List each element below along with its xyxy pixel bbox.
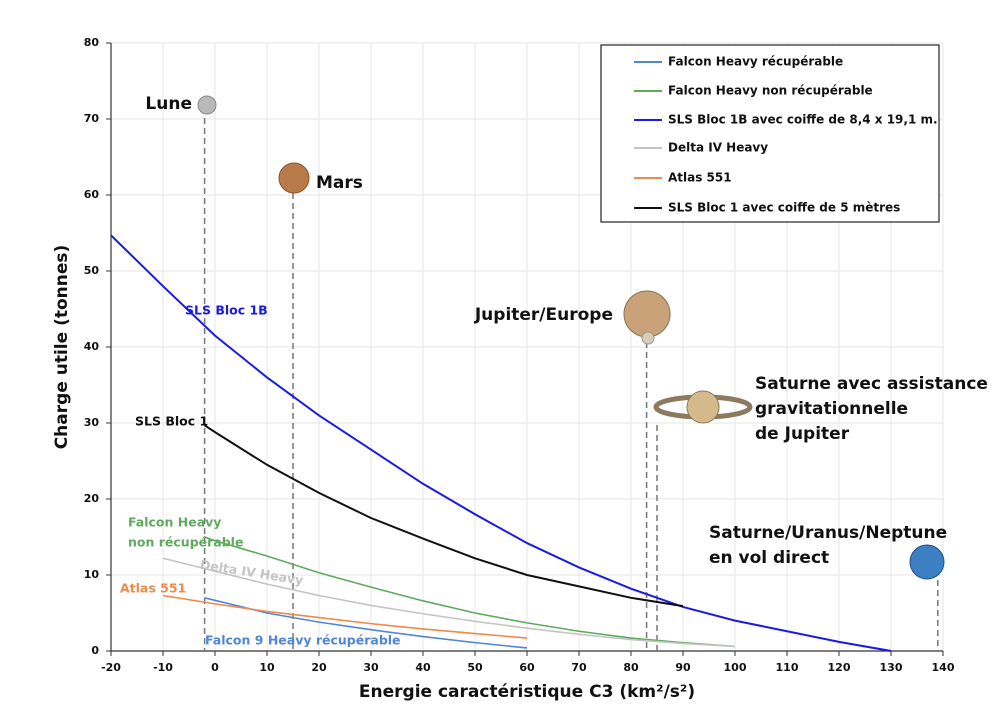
mars-icon <box>278 162 310 194</box>
y-tick-label: 60 <box>84 188 100 201</box>
series-annotation: Falcon Heavy <box>128 515 221 530</box>
y-tick-label: 10 <box>84 568 100 581</box>
destination-label: en vol direct <box>709 548 829 568</box>
x-tick-label: 100 <box>724 661 747 674</box>
series-annotation: Falcon 9 Heavy récupérable <box>205 633 401 648</box>
y-tick-label: 50 <box>84 264 100 277</box>
x-tick-label: 110 <box>776 661 799 674</box>
x-tick-label: 10 <box>259 661 275 674</box>
x-tick-label: 80 <box>623 661 639 674</box>
moon-icon <box>197 95 217 115</box>
series-line <box>204 597 528 649</box>
series-annotation: Atlas 551 <box>120 581 186 596</box>
legend-label: Falcon Heavy récupérable <box>668 55 843 69</box>
neptune-icon <box>909 544 945 580</box>
x-tick-label: 140 <box>932 661 955 674</box>
destination-label: de Jupiter <box>755 424 850 444</box>
destination-icon <box>278 162 310 194</box>
legend-box <box>600 44 940 223</box>
series-line <box>204 424 684 608</box>
y-tick-label: 0 <box>91 644 99 657</box>
destination-icon <box>197 95 217 115</box>
saturn-icon <box>686 390 720 424</box>
destination-label: Saturne/Uranus/Neptune <box>709 523 947 543</box>
destination-label: gravitationnelle <box>755 399 908 419</box>
y-tick-label: 80 <box>84 36 100 49</box>
series-line <box>162 557 736 648</box>
x-tick-label: 90 <box>675 661 691 674</box>
jupiter-icon <box>623 290 671 338</box>
y-tick-label: 30 <box>84 416 100 429</box>
destination-icon <box>653 390 753 424</box>
y-tick-label: 40 <box>84 340 100 353</box>
destination-icon <box>623 290 671 345</box>
x-tick-label: 50 <box>467 661 483 674</box>
destination-label: Lune <box>145 94 192 114</box>
x-tick-label: 70 <box>571 661 587 674</box>
series-annotation: SLS Bloc 1B <box>185 303 268 318</box>
x-tick-label: 130 <box>880 661 903 674</box>
x-axis-title: Energie caractéristique C3 (km²/s²) <box>359 682 695 702</box>
y-tick-label: 20 <box>84 492 100 505</box>
series-line <box>204 536 736 648</box>
y-axis-title: Charge utile (tonnes) <box>52 245 72 450</box>
destination-label: Saturne avec assistance <box>755 374 988 394</box>
x-tick-label: 60 <box>519 661 535 674</box>
x-tick-label: 120 <box>828 661 851 674</box>
series-annotation: SLS Bloc 1 <box>135 414 208 429</box>
destination-label: Jupiter/Europe <box>474 305 613 325</box>
x-tick-label: -10 <box>153 661 173 674</box>
legend-label: Falcon Heavy non récupérable <box>668 84 873 98</box>
legend-label: SLS Bloc 1 avec coiffe de 5 mètres <box>668 201 900 215</box>
destination-label: Mars <box>316 173 363 193</box>
europa-icon <box>641 331 655 345</box>
x-tick-label: 0 <box>211 661 219 674</box>
x-tick-label: 20 <box>311 661 327 674</box>
x-tick-label: -20 <box>101 661 121 674</box>
legend-label: SLS Bloc 1B avec coiffe de 8,4 x 19,1 m. <box>668 113 938 127</box>
destination-icon <box>909 544 945 580</box>
legend-label: Delta IV Heavy <box>668 141 768 155</box>
y-tick-label: 70 <box>84 112 100 125</box>
legend-label: Atlas 551 <box>668 171 732 185</box>
x-tick-label: 40 <box>415 661 431 674</box>
series-line <box>110 234 892 652</box>
series-annotation: non récupérable <box>128 535 243 550</box>
x-tick-label: 30 <box>363 661 379 674</box>
series-line <box>162 594 528 639</box>
